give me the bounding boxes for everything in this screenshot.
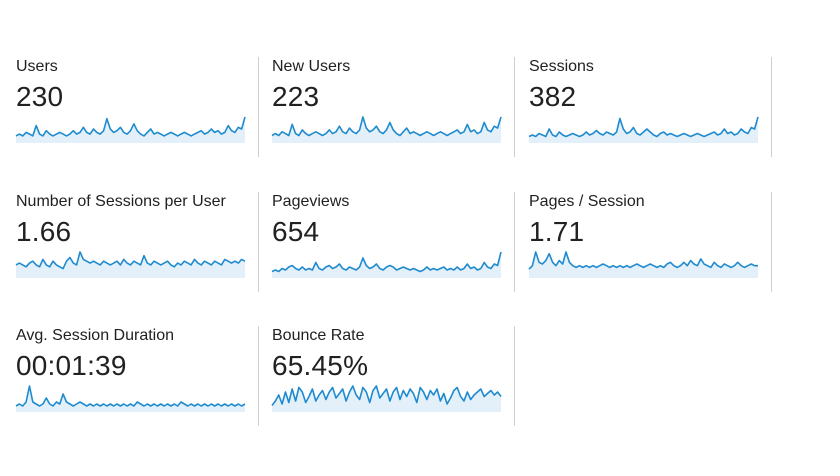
metric-value: 65.45% (272, 350, 369, 381)
metric-value: 382 (529, 81, 577, 112)
sparkline-area (529, 252, 758, 278)
metric-label: Pages / Session (529, 193, 645, 210)
metric-label: Number of Sessions per User (16, 193, 226, 210)
sparkline-chart (528, 251, 758, 278)
metric-label: Avg. Session Duration (16, 327, 175, 344)
sparkline-line (528, 116, 759, 138)
metric-label: Users (16, 58, 58, 75)
tile-divider (514, 326, 515, 426)
metric-label: Pageviews (272, 193, 350, 210)
metric-value: 00:01:39 (16, 350, 127, 381)
sparkline-chart (271, 116, 502, 143)
sparkline-chart (271, 251, 502, 278)
tile-divider (258, 57, 259, 157)
sparkline-chart (15, 385, 246, 412)
tile-divider (514, 192, 515, 292)
metric-value: 223 (272, 81, 320, 112)
sparkline-chart (15, 116, 246, 143)
metric-label: Bounce Rate (272, 327, 365, 344)
metric-tile-avg-session-duration[interactable]: Avg. Session Duration 00:01:39 (15, 326, 259, 428)
metric-tile-users[interactable]: Users 230 (15, 57, 259, 159)
sparkline-chart (528, 116, 759, 143)
metric-label: New Users (272, 58, 351, 75)
tile-divider (771, 192, 772, 292)
metric-value: 1.71 (529, 216, 585, 247)
tile-divider (514, 57, 515, 157)
tile-divider (258, 326, 259, 426)
sparkline-line (271, 116, 502, 137)
sparkline-line (15, 116, 246, 137)
metric-tile-sessions-per-user[interactable]: Number of Sessions per User 1.66 (15, 192, 259, 294)
metric-tile-sessions[interactable]: Sessions 382 (528, 57, 772, 159)
metric-tile-bounce-rate[interactable]: Bounce Rate 65.45% (271, 326, 515, 428)
metric-tile-pages-per-session[interactable]: Pages / Session 1.71 (528, 192, 772, 294)
sparkline-area (272, 252, 501, 278)
sparkline-line (271, 385, 502, 406)
sparkline-line (528, 251, 758, 270)
metric-label: Sessions (529, 58, 594, 75)
metric-tile-new-users[interactable]: New Users 223 (271, 57, 515, 159)
metric-value: 230 (16, 81, 64, 112)
tile-divider (771, 57, 772, 157)
metric-value: 1.66 (16, 216, 72, 247)
sparkline-chart (15, 251, 246, 278)
sparkline-line (15, 385, 246, 407)
sparkline-area (16, 117, 245, 143)
metric-value: 654 (272, 216, 320, 247)
sparkline-line (15, 251, 246, 270)
sparkline-chart (271, 385, 502, 412)
metric-tile-pageviews[interactable]: Pageviews 654 (271, 192, 515, 294)
sparkline-area (529, 117, 758, 143)
sparkline-line (271, 251, 502, 273)
sparkline-area (16, 386, 245, 412)
tile-divider (258, 192, 259, 292)
